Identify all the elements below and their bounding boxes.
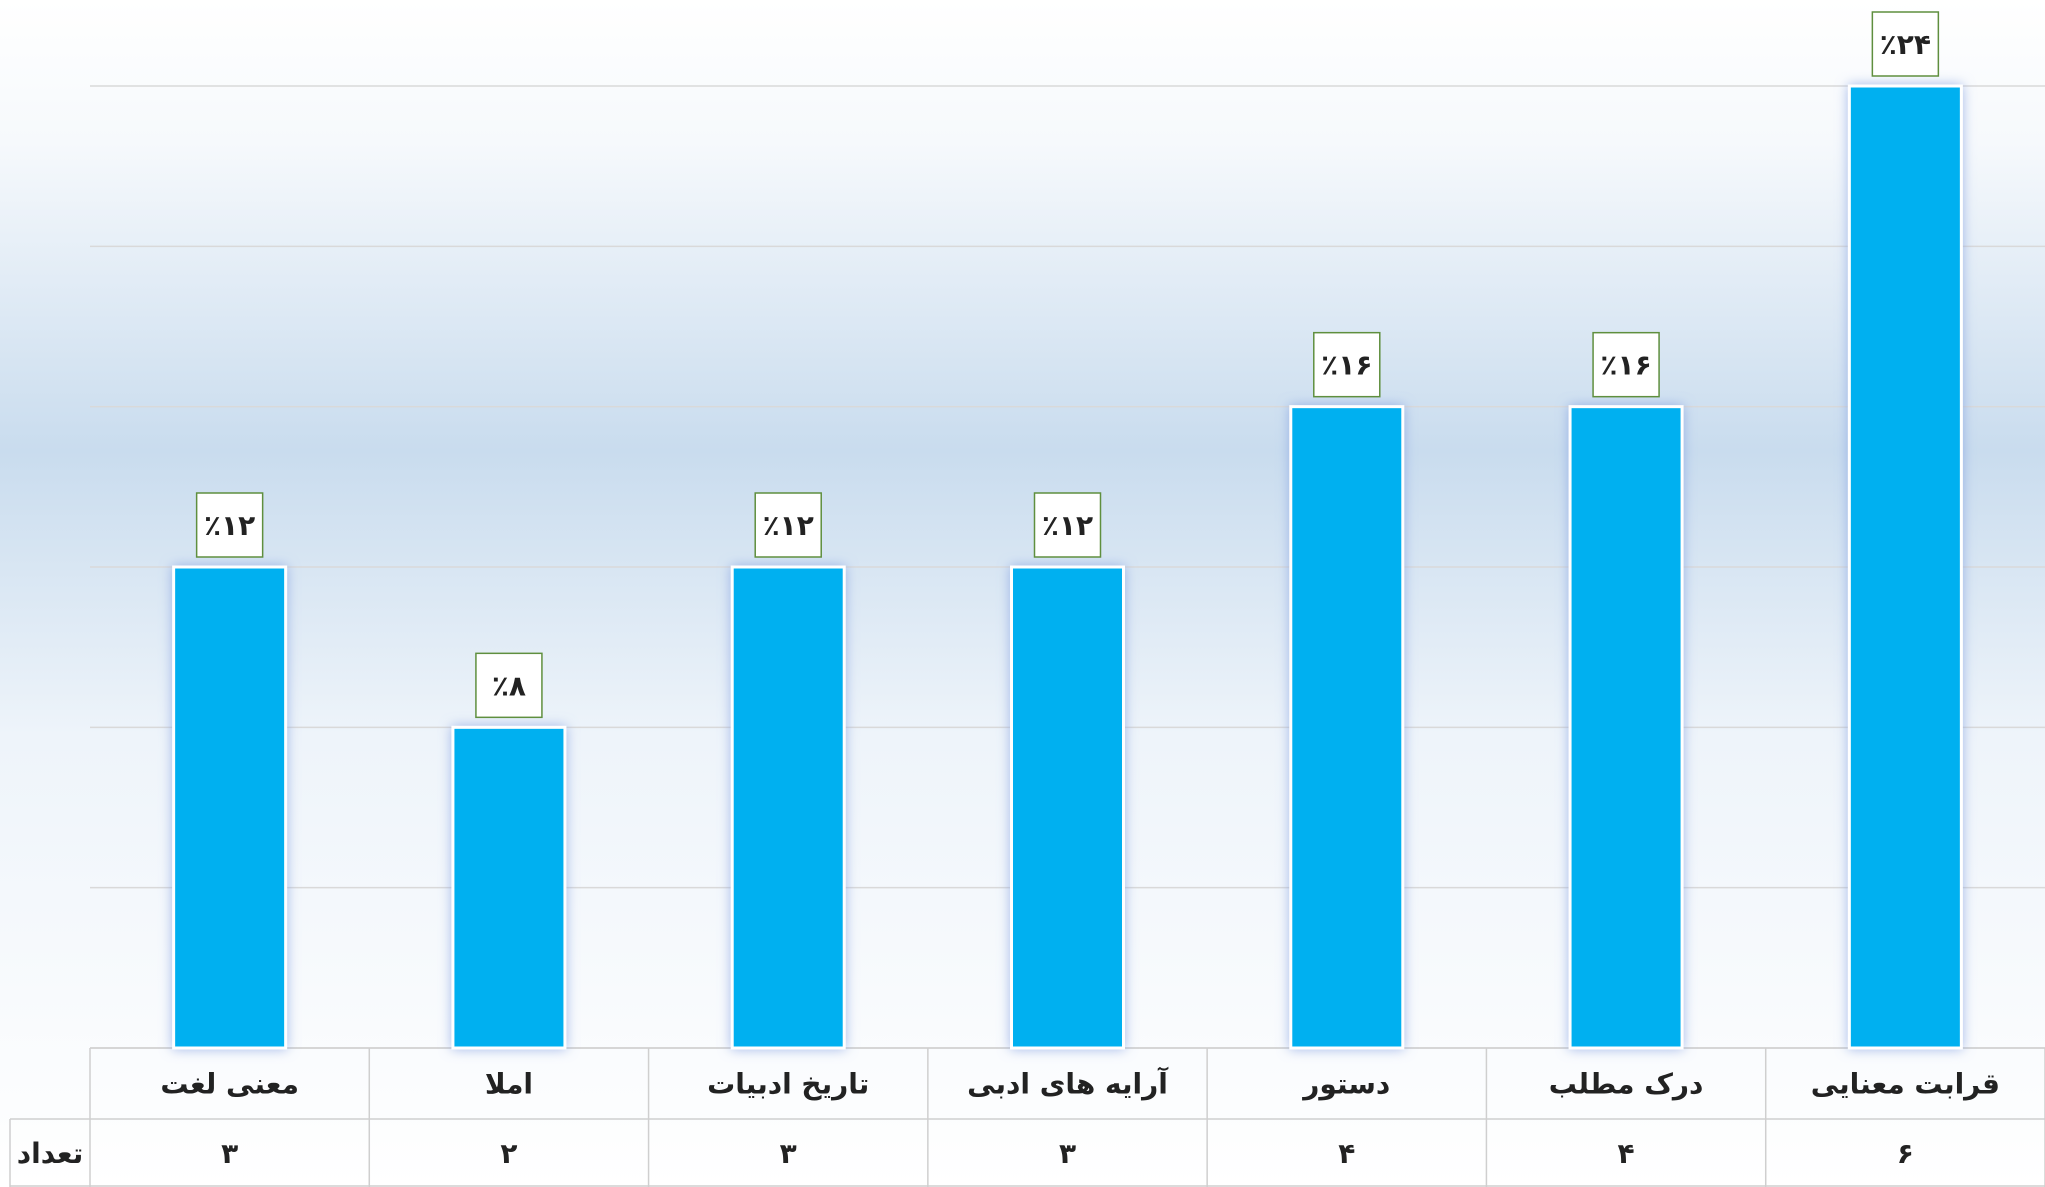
data-label-box <box>195 492 264 558</box>
table-cell: ۳ <box>1059 1137 1076 1170</box>
data-label: ٪۱۲ <box>1042 509 1093 542</box>
table-cell: ۴ <box>1338 1137 1355 1170</box>
x-tick-label: معنی لغت <box>160 1068 299 1101</box>
x-tick-label: قرابت معنایی <box>1811 1068 2000 1101</box>
data-label-box <box>1871 11 1940 77</box>
data-label-box <box>1033 492 1102 558</box>
bar <box>1847 84 1963 1050</box>
x-tick-label: درک مطلب <box>1549 1068 1704 1101</box>
table-cell: ۲ <box>500 1137 517 1170</box>
data-label-box <box>754 492 822 558</box>
data-label: ٪۲۴ <box>1880 28 1931 61</box>
bar <box>1568 405 1684 1050</box>
data-label-box <box>475 652 543 719</box>
data-label: ٪۸ <box>492 669 526 702</box>
x-tick-label: دستور <box>1301 1068 1390 1101</box>
bar <box>1289 405 1405 1050</box>
x-tick-label: املا <box>485 1068 533 1101</box>
data-label: ٪۱۲ <box>204 509 255 542</box>
bar <box>730 565 846 1050</box>
table-row-label: تعداد <box>17 1137 83 1170</box>
data-label-box <box>1592 331 1660 398</box>
data-label: ٪۱۶ <box>1600 349 1651 382</box>
data-label: ٪۱۲ <box>763 509 814 542</box>
table-cell: ۳ <box>780 1137 797 1170</box>
table-cell: ۶ <box>1897 1137 1914 1170</box>
table-cell: ۴ <box>1618 1137 1635 1170</box>
bar <box>1010 565 1125 1050</box>
table-cell: ۳ <box>221 1137 238 1170</box>
data-label: ٪۱۶ <box>1321 349 1372 382</box>
x-tick-label: تاریخ ادبیات <box>707 1068 869 1101</box>
bar <box>451 725 567 1050</box>
bar <box>172 565 288 1050</box>
x-tick-label: آرایه های ادبی <box>967 1067 1169 1101</box>
data-label-box <box>1313 331 1381 398</box>
